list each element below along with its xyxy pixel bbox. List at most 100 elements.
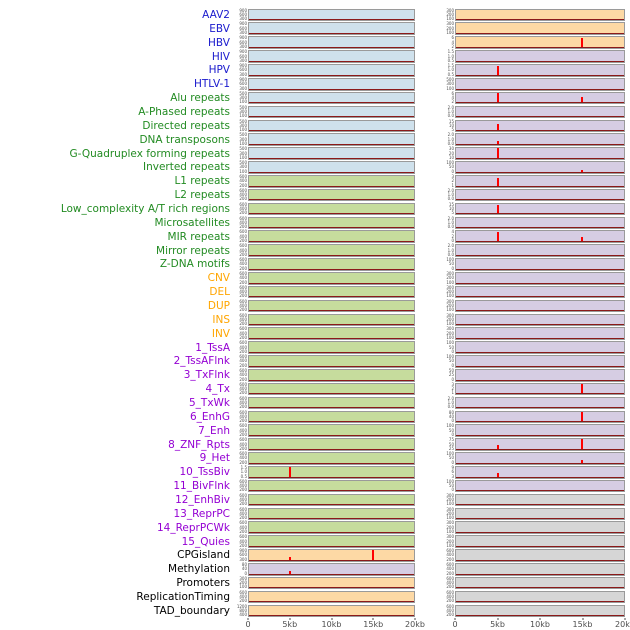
row-label: Low_complexity A/T rich regions [60, 202, 230, 215]
y-tick-label: 300 [446, 284, 454, 290]
y-tick-label: 600 [239, 298, 247, 304]
baseline-trace [249, 227, 414, 229]
left-panel [248, 424, 415, 437]
row-label: 9_Het [199, 452, 230, 465]
baseline-trace [456, 199, 624, 201]
left-y-axis-ticks: 600 400 200 [234, 188, 248, 202]
feature-row: 4_Tx 600 400 200 3 2 1 [0, 382, 630, 396]
baseline-trace [456, 19, 624, 21]
y-tick-label: 100 [446, 515, 454, 521]
y-tick-label: 100 [446, 423, 454, 429]
y-tick-label: 100 [239, 584, 247, 590]
y-tick-label: 9 [451, 464, 454, 470]
y-tick-label: 200 [446, 497, 454, 502]
left-panel [248, 161, 415, 174]
peak-spike [289, 557, 292, 560]
x-tick-mark [624, 617, 626, 620]
right-panel [455, 119, 625, 133]
right-y-axis-ticks: 100 50 0 [441, 341, 455, 354]
x-tick-label: 10kb [530, 619, 550, 629]
y-tick-label: 0.0 [447, 113, 454, 119]
peak-spike [581, 412, 583, 422]
baseline-trace [249, 532, 414, 534]
y-tick-label: 100 [446, 279, 454, 285]
peak-spike [289, 570, 292, 574]
right-panel [455, 133, 625, 146]
feature-row: 8_ZNF_Rpts 600 400 200 75 50 25 [0, 438, 630, 452]
right-panel [455, 465, 625, 479]
y-tick-label: 3 [451, 473, 454, 479]
right-y-axis-ticks: 50 25 0 [441, 368, 455, 382]
row-label: 14_ReprPCWk [156, 521, 230, 534]
left-y-axis-ticks: 1200 800 400 [234, 604, 248, 618]
baseline-trace [456, 46, 624, 48]
baseline-trace [456, 393, 624, 395]
baseline-trace [456, 448, 624, 450]
left-y-axis-ticks: 1.5 1.0 0.5 [234, 465, 248, 479]
right-panel [455, 8, 625, 22]
y-tick-label: 900 [239, 7, 247, 13]
row-label: Methylation [168, 563, 230, 576]
y-tick-label: 100 [446, 529, 454, 535]
feature-row: 15_Quies 600 400 200 300 200 100 [0, 535, 630, 549]
baseline-trace [456, 157, 624, 159]
row-label: 5_TxWk [188, 396, 230, 409]
y-tick-label: 10 [448, 205, 454, 211]
right-y-axis-ticks: 300 200 100 [441, 535, 455, 548]
y-tick-label: 50 [448, 358, 454, 364]
baseline-trace [249, 615, 414, 617]
left-y-axis-ticks: 600 400 200 [234, 298, 248, 313]
baseline-trace [249, 379, 414, 381]
y-tick-label: 300 [239, 16, 247, 22]
left-panel [248, 202, 415, 216]
baseline-trace [249, 365, 414, 367]
y-tick-label: 400 [239, 497, 247, 502]
right-panel [455, 299, 625, 313]
y-tick-label: 200 [239, 542, 247, 548]
y-tick-label: 0.5 [240, 473, 247, 479]
y-tick-label: 200 [446, 289, 454, 295]
baseline-trace [249, 448, 414, 450]
feature-row: AAV2 900 600 300 300 200 100 [0, 8, 630, 22]
y-tick-label: 200 [239, 237, 247, 243]
y-tick-label: 20 [448, 150, 454, 156]
baseline-trace [249, 130, 414, 132]
feature-row: HIV 900 600 300 1.5 1.0 0.5 [0, 50, 630, 64]
y-tick-label: 200 [239, 348, 247, 354]
right-panel [455, 313, 625, 327]
y-tick-label: 2 [451, 99, 454, 105]
y-tick-label: 2.0 [447, 132, 454, 138]
baseline-trace [456, 60, 624, 62]
y-tick-label: 600 [239, 437, 247, 443]
left-y-axis-ticks: 900 600 300 [234, 36, 248, 49]
left-panel [248, 64, 415, 77]
y-tick-label: 200 [239, 598, 247, 604]
right-panel [455, 396, 625, 410]
y-tick-label: 300 [239, 95, 247, 101]
y-tick-label: 100 [446, 478, 454, 484]
left-panel [248, 479, 415, 493]
right-panel [455, 410, 625, 424]
y-tick-label: 1.5 [447, 49, 454, 55]
right-y-axis-ticks: 600 400 200 [441, 563, 455, 576]
feature-row: Microsatellites 600 400 200 2.0 1.0 0.0 [0, 216, 630, 230]
y-tick-label: 200 [239, 182, 247, 188]
y-tick-label: 200 [446, 598, 454, 604]
y-tick-label: 100 [239, 140, 247, 146]
peak-spike [497, 66, 499, 75]
y-tick-label: 100 [446, 451, 454, 457]
left-y-axis-ticks: 500 300 100 [234, 91, 248, 105]
row-label: Promoters [176, 577, 230, 590]
baseline-trace [249, 407, 414, 409]
y-tick-label: 400 [446, 594, 454, 600]
y-tick-label: 4 [451, 39, 454, 45]
y-tick-label: 600 [239, 81, 247, 87]
baseline-trace [249, 60, 414, 62]
left-panel [248, 174, 415, 188]
row-label: Directed repeats [142, 119, 230, 132]
row-label: 15_Quies [181, 535, 230, 548]
row-label: Z-DNA motifs [159, 258, 230, 271]
right-y-axis-ticks: 2.0 1.0 0.0 [441, 244, 455, 257]
